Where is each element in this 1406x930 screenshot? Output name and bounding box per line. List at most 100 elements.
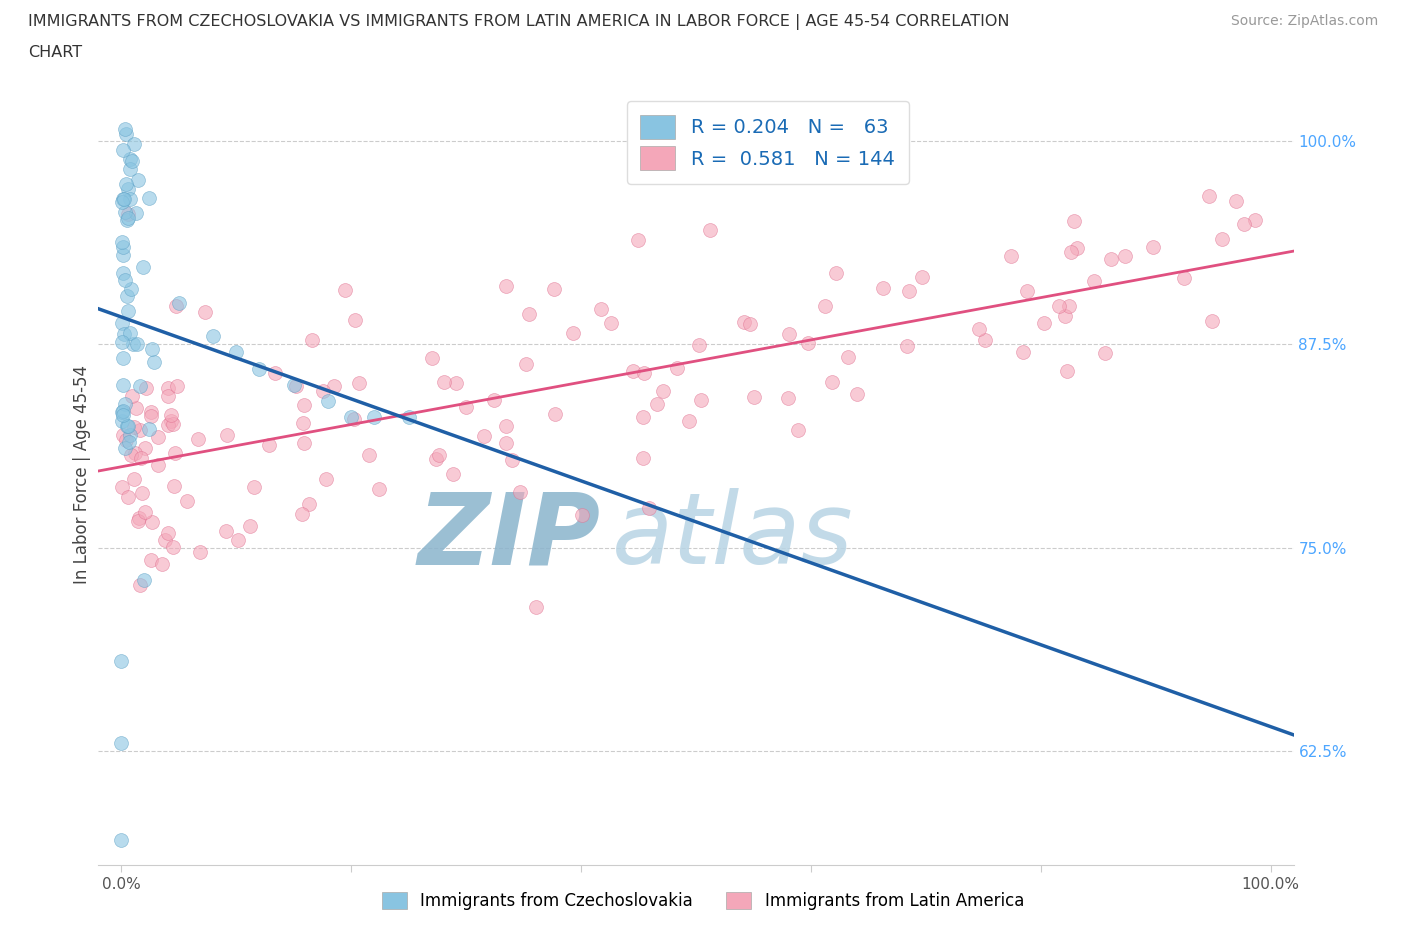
Point (122, 472, 145, 486)
Point (285, 379, 308, 393)
Point (112, 351, 135, 365)
Point (110, 654, 132, 669)
Point (111, 479, 134, 494)
Point (146, 458, 169, 472)
Point (139, 405, 162, 419)
Point (188, 544, 211, 559)
Point (163, 445, 186, 460)
Point (115, 212, 138, 227)
Point (561, 326, 583, 340)
Point (897, 284, 920, 299)
Point (120, 447, 142, 462)
Point (165, 299, 187, 313)
Point (357, 447, 380, 462)
Legend: R = 0.204   N =   63, R =  0.581   N = 144: R = 0.204 N = 63, R = 0.581 N = 144 (627, 101, 908, 184)
Point (129, 450, 152, 465)
Point (427, 447, 450, 462)
Point (786, 423, 808, 438)
Point (1063, 214, 1085, 229)
Point (509, 485, 531, 499)
Point (1142, 239, 1164, 254)
Point (156, 525, 179, 540)
Point (114, 432, 136, 447)
Point (110, 316, 132, 331)
Point (1033, 315, 1056, 330)
Point (121, 153, 143, 168)
Point (1011, 344, 1033, 359)
Point (1066, 241, 1088, 256)
Point (343, 412, 366, 427)
Point (316, 393, 339, 408)
Point (1211, 232, 1233, 246)
Point (1201, 313, 1223, 328)
Point (821, 375, 844, 390)
Point (243, 479, 266, 494)
Point (363, 410, 385, 425)
Point (141, 514, 163, 529)
Point (125, 337, 148, 352)
Point (425, 452, 447, 467)
Point (1059, 245, 1081, 259)
Point (134, 441, 156, 456)
Point (112, 192, 135, 206)
Point (524, 599, 547, 614)
Point (291, 416, 314, 431)
Point (292, 398, 315, 413)
Point (132, 259, 155, 274)
Point (121, 337, 143, 352)
Point (301, 332, 323, 347)
Point (111, 194, 134, 209)
Point (114, 126, 136, 141)
Point (124, 206, 146, 220)
Point (114, 121, 136, 136)
Point (162, 479, 184, 494)
Point (215, 428, 238, 443)
Point (162, 417, 184, 432)
Point (239, 518, 262, 533)
Point (1244, 212, 1267, 227)
Point (160, 408, 183, 423)
Point (973, 332, 995, 347)
Point (141, 341, 163, 356)
Point (837, 350, 859, 365)
Point (122, 137, 145, 152)
Point (138, 190, 160, 205)
Point (117, 489, 139, 504)
Point (118, 434, 141, 449)
Text: Source: ZipAtlas.com: Source: ZipAtlas.com (1230, 14, 1378, 28)
Point (340, 410, 363, 425)
Point (214, 523, 236, 538)
Point (112, 326, 135, 341)
Point (699, 222, 721, 237)
Point (166, 379, 188, 393)
Point (110, 833, 132, 848)
Point (645, 396, 668, 411)
Point (742, 390, 765, 405)
Point (678, 414, 700, 429)
Y-axis label: In Labor Force | Age 45-54: In Labor Force | Age 45-54 (73, 365, 91, 584)
Point (690, 392, 713, 407)
Point (1000, 249, 1022, 264)
Point (118, 326, 141, 340)
Point (146, 430, 169, 445)
Point (127, 513, 149, 528)
Point (118, 152, 141, 166)
Point (1053, 308, 1076, 323)
Point (631, 451, 654, 466)
Point (150, 557, 173, 572)
Point (118, 428, 141, 443)
Point (688, 338, 710, 352)
Point (112, 192, 135, 206)
Text: ZIP: ZIP (418, 488, 600, 585)
Point (111, 247, 134, 262)
Point (441, 466, 464, 481)
Text: IMMIGRANTS FROM CZECHOSLOVAKIA VS IMMIGRANTS FROM LATIN AMERICA IN LABOR FORCE |: IMMIGRANTS FROM CZECHOSLOVAKIA VS IMMIGR… (28, 14, 1010, 30)
Point (114, 177, 136, 192)
Text: atlas: atlas (613, 488, 853, 585)
Point (114, 441, 136, 456)
Point (142, 354, 165, 369)
Point (257, 437, 280, 452)
Point (495, 436, 517, 451)
Point (111, 404, 134, 418)
Point (571, 508, 593, 523)
